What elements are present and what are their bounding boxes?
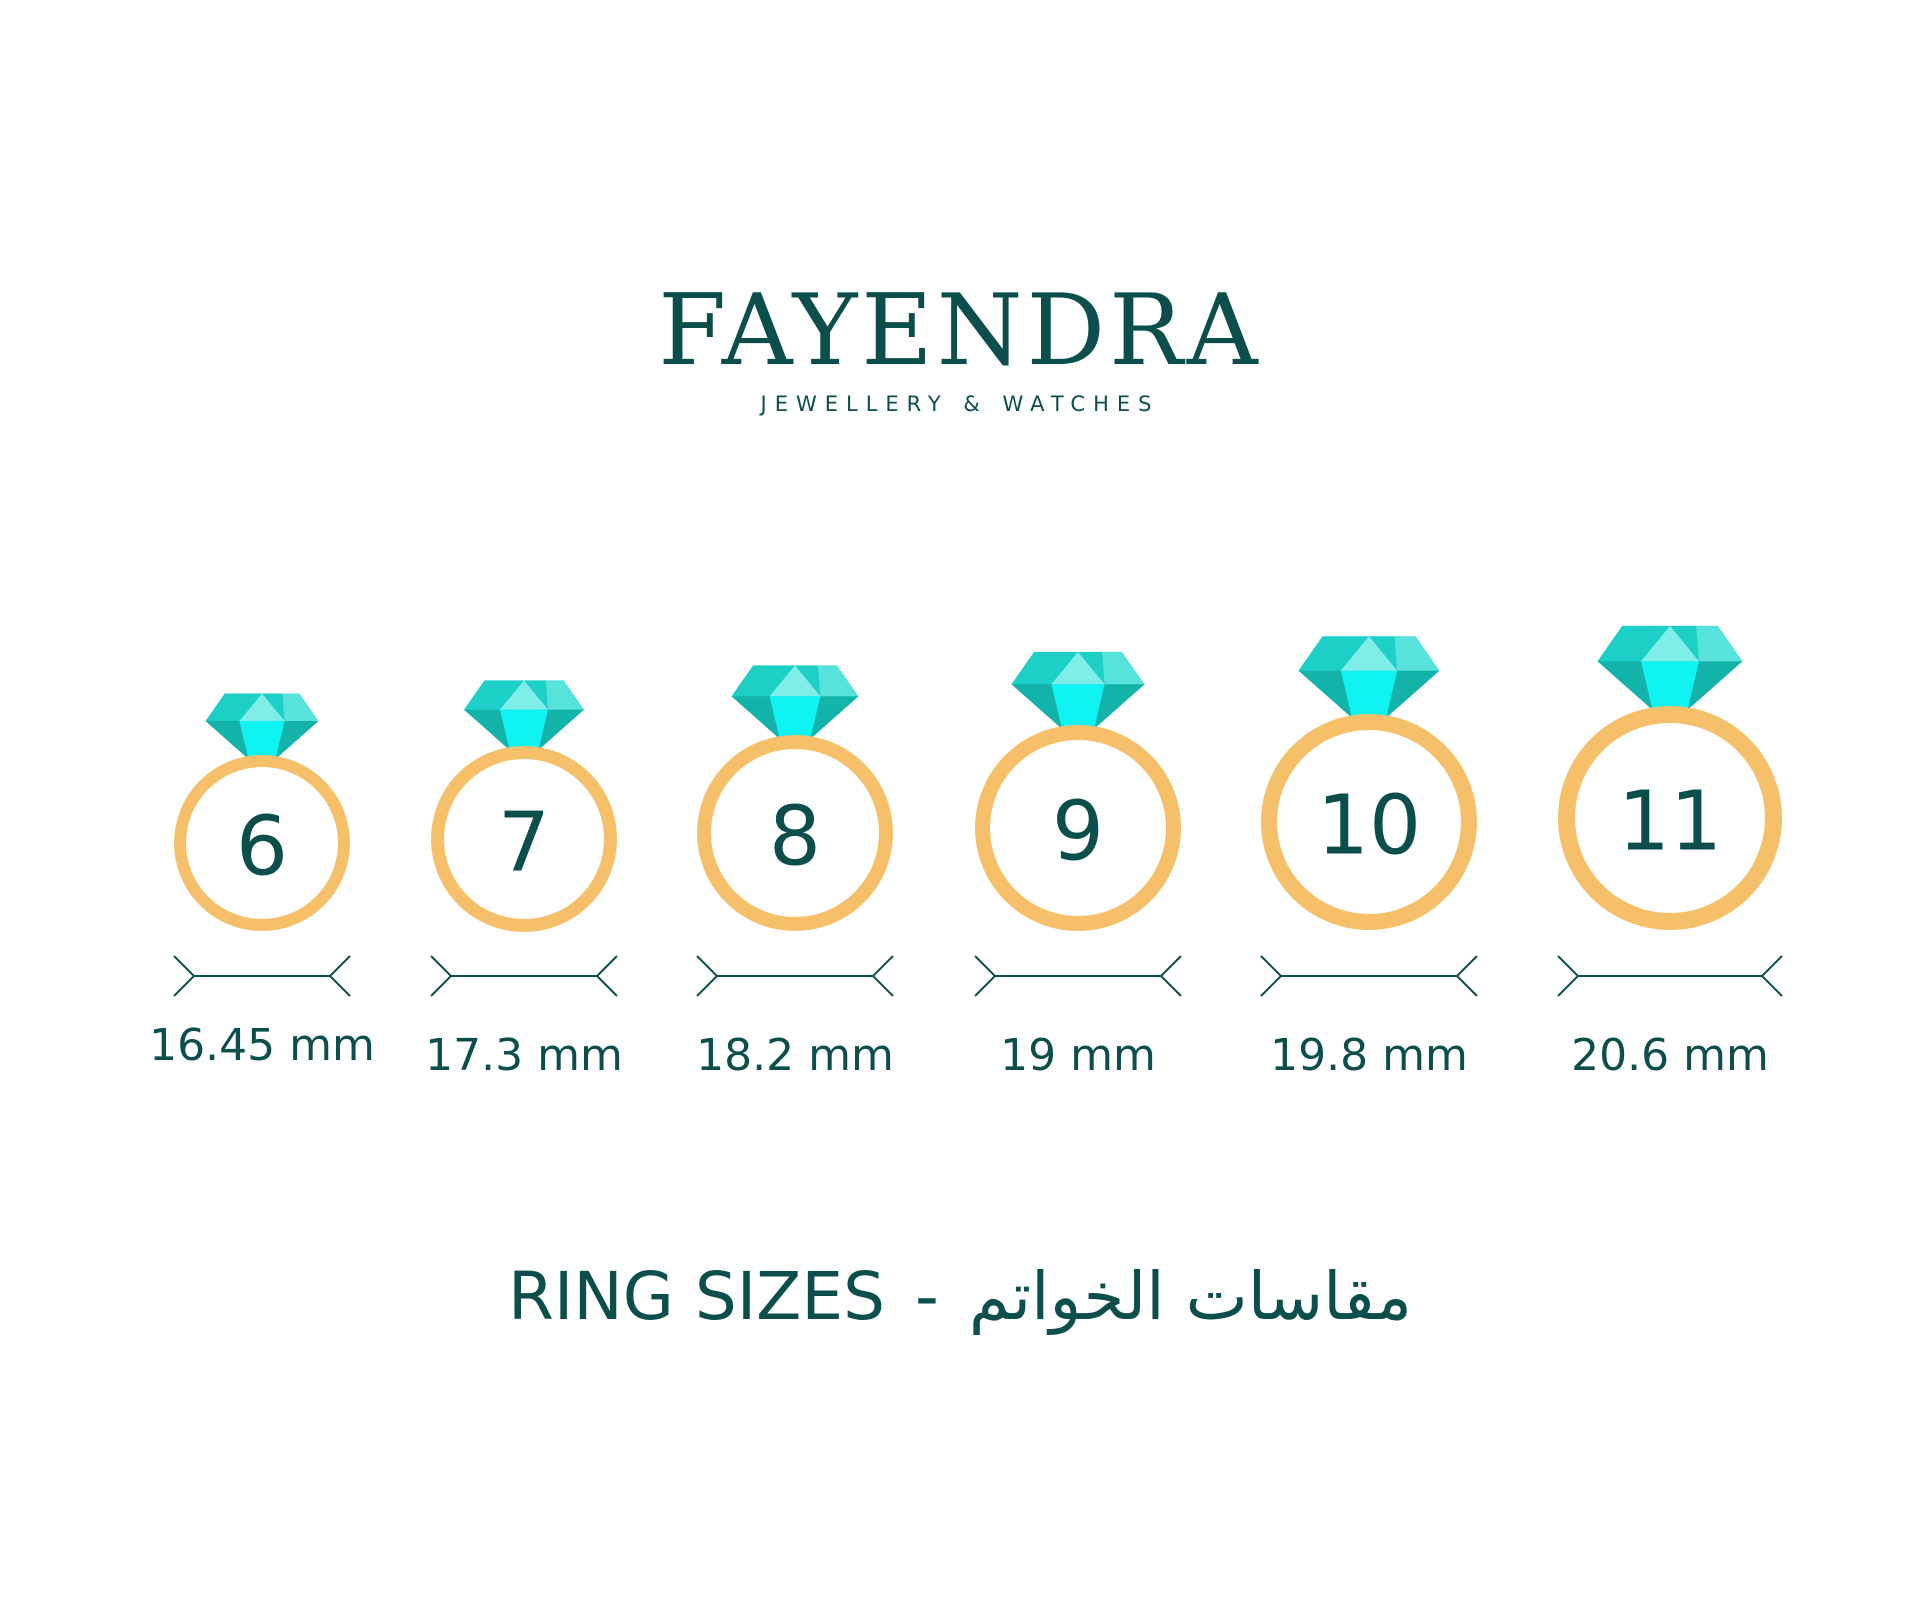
diamond-icon [205,693,319,759]
brand-tagline: JEWELLERY & WATCHES [760,392,1160,416]
diamond-icon [1597,625,1743,710]
diameter-arrow-icon [696,955,894,997]
ring-band [697,735,893,931]
ring-diameter-label: 19.8 mm [1270,1030,1468,1081]
diameter-arrow-icon [430,955,618,997]
diameter-arrow-icon [1260,955,1478,997]
ring-diameter-label: 18.2 mm [696,1030,894,1081]
ring-size-11: 11 20.6 mm [1557,625,1783,1081]
diamond-icon [1011,651,1145,729]
ring-size-number: 10 [1317,779,1421,874]
ring-size-number: 9 [1052,785,1104,880]
ring-size-9: 9 19 mm [974,651,1182,1081]
brand-logo: FAYENDRA [658,274,1262,388]
ring-diameter-label: 17.3 mm [425,1030,623,1081]
diameter-arrow-icon [1557,955,1783,997]
diamond-icon [731,665,859,739]
ring-size-10: 10 19.8 mm [1260,636,1478,1081]
ring-size-number: 7 [498,796,550,891]
ring-band [1261,714,1477,930]
ring-size-6: 6 16.45 mm [149,693,375,1071]
ring-size-8: 8 18.2 mm [696,665,894,1081]
title-english: RING SIZES [508,1258,885,1335]
diamond-icon [1298,636,1440,718]
title-separator: - [915,1258,939,1335]
title-arabic: مقاسات الخواتم [968,1258,1412,1335]
ring-diameter-label: 19 mm [1000,1030,1156,1081]
diamond-icon [464,680,584,750]
ring-band [431,746,617,932]
ring-size-number: 6 [236,800,288,895]
ring-size-7: 7 17.3 mm [425,680,623,1081]
ring-size-number: 8 [769,790,821,885]
ring-band [1558,706,1782,930]
ring-size-number: 11 [1618,775,1722,870]
ring-diameter-label: 20.6 mm [1571,1030,1769,1081]
ring-diameter-label: 16.45 mm [149,1020,375,1071]
diameter-arrow-icon [974,955,1182,997]
ring-band [174,755,350,931]
diameter-arrow-icon [173,955,351,997]
ring-band [975,725,1181,931]
page-title: RING SIZES - مقاسات الخواتم [0,1258,1920,1335]
